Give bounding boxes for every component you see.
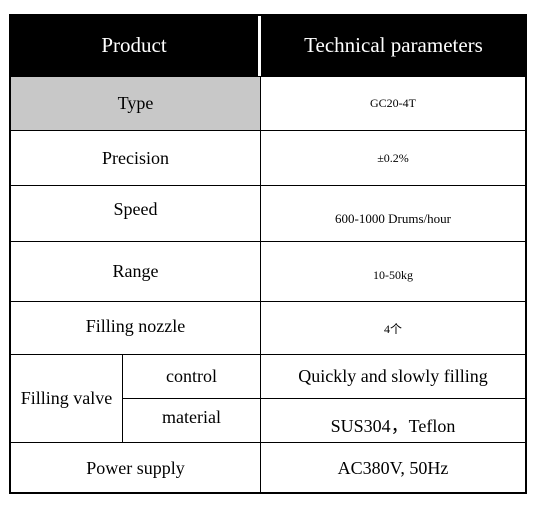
header-cell: Technical parameters [261, 15, 526, 76]
label-cell: Precision [10, 130, 261, 186]
sub-label-cell: control [122, 354, 261, 399]
label-cell: Type [10, 76, 261, 131]
value-cell: 10-50kg [260, 241, 526, 302]
label-cell: Power supply [10, 442, 261, 494]
value-cell: SUS304，Teflon [260, 398, 526, 443]
value-cell: 600-1000 Drums/hour [260, 185, 526, 242]
sub-label-cell: material [122, 398, 261, 443]
value-cell: 4个 [260, 301, 526, 355]
value-cell: ±0.2% [260, 130, 526, 186]
label-cell: Range [10, 241, 261, 302]
value-cell: GC20-4T [260, 76, 526, 131]
header-divider [258, 15, 261, 76]
header-cell: Product [10, 15, 258, 76]
group-label-cell: Filling valve [10, 354, 123, 443]
value-cell: AC380V, 50Hz [260, 442, 526, 494]
value-cell: Quickly and slowly filling [260, 354, 526, 399]
label-cell: Speed [10, 185, 261, 242]
label-cell: Filling nozzle [10, 301, 261, 355]
